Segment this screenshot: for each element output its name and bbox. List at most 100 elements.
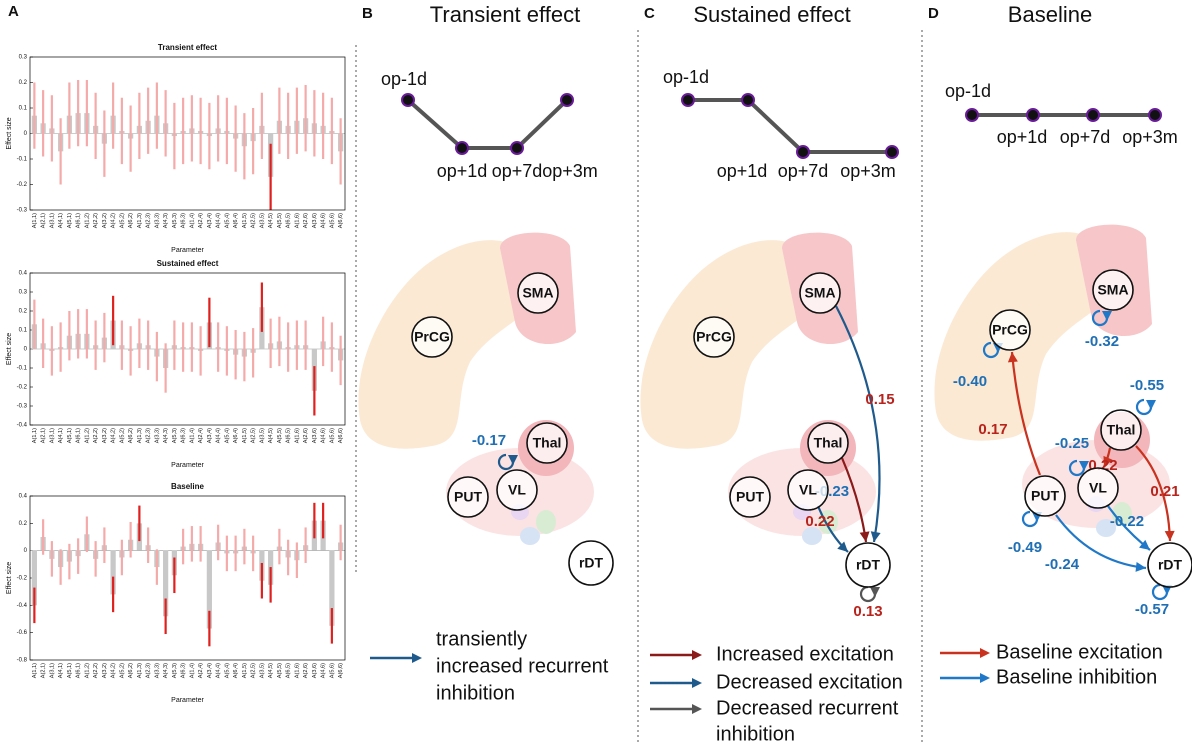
region-label: rDT <box>579 555 604 571</box>
region-label: Thal <box>814 435 843 451</box>
timepoint-label: op+3m <box>1122 127 1178 147</box>
x-tick-label: A(2,1) <box>41 663 47 678</box>
y-tick-label: 0.3 <box>19 290 28 296</box>
x-tick-label: A(1,1) <box>32 663 38 678</box>
x-tick-label: A(4,2) <box>111 663 117 678</box>
x-tick-label: A(4,6) <box>321 428 327 443</box>
x-tick-label: A(1,4) <box>189 213 195 228</box>
x-tick-label: A(6,6) <box>338 213 344 228</box>
timepoint <box>455 141 469 155</box>
x-tick-label: A(1,4) <box>189 428 195 443</box>
x-tick-label: A(3,2) <box>102 428 108 443</box>
x-axis-label: Parameter <box>171 462 204 469</box>
x-tick-label: A(5,6) <box>329 428 335 443</box>
x-tick-label: A(5,4) <box>224 663 230 678</box>
x-tick-label: A(5,1) <box>67 213 73 228</box>
self-loop <box>1135 398 1153 416</box>
x-tick-label: A(3,5) <box>259 663 265 678</box>
self-loop <box>1091 309 1109 327</box>
region-label: PrCG <box>414 329 450 345</box>
x-tick-label: A(4,3) <box>163 428 169 443</box>
connection-label: -0.17 <box>472 432 506 449</box>
region-node <box>1100 409 1142 451</box>
x-tick-label: A(4,1) <box>58 663 64 678</box>
timepoint-label: op+1d <box>997 127 1048 147</box>
connection-label: 0.17 <box>978 421 1007 438</box>
x-tick-label: A(5,1) <box>67 428 73 443</box>
bar <box>110 550 116 595</box>
timepoint-label: op+3m <box>542 161 598 181</box>
region-label: rDT <box>1158 557 1183 573</box>
region-label: Thal <box>1107 422 1136 438</box>
region-node <box>526 422 568 464</box>
plot-frame <box>29 495 346 661</box>
timepoint <box>796 145 810 159</box>
x-tick-label: A(6,5) <box>286 213 292 228</box>
arrowhead <box>1079 461 1089 471</box>
arrowhead <box>1146 400 1156 410</box>
x-tick-label: A(2,1) <box>41 213 47 228</box>
connection-label: -0.25 <box>1055 435 1089 452</box>
panel-letter: B <box>362 5 373 22</box>
arrowhead <box>1007 352 1018 363</box>
x-tick-label: A(4,3) <box>163 213 169 228</box>
region-label: SMA <box>1097 282 1128 298</box>
legend-label: Decreased recurrent <box>716 697 899 719</box>
y-tick-label: 0 <box>24 548 28 554</box>
x-tick-label: A(6,6) <box>338 663 344 678</box>
x-tick-label: A(4,6) <box>321 213 327 228</box>
panel-letter: D <box>928 5 939 22</box>
y-tick-label: -0.2 <box>17 182 28 188</box>
arrowhead <box>1135 561 1146 572</box>
legend-label: Decreased excitation <box>716 671 903 693</box>
x-tick-label: A(3,2) <box>102 663 108 678</box>
panel-title: Sustained effect <box>693 2 850 27</box>
x-tick-label: A(6,1) <box>76 213 82 228</box>
x-tick-label: A(3,6) <box>312 663 318 678</box>
legend-label: Baseline excitation <box>996 641 1163 663</box>
y-tick-label: 0.2 <box>19 521 28 527</box>
x-tick-label: A(4,4) <box>216 213 222 228</box>
y-tick-label: -0.1 <box>17 366 28 372</box>
y-tick-label: 0.3 <box>19 55 28 61</box>
timepoint-label: op-1d <box>381 69 427 89</box>
self-loop <box>1068 459 1086 477</box>
timepoint-label: op+1d <box>717 161 768 181</box>
x-tick-label: A(4,1) <box>58 213 64 228</box>
x-tick-label: A(5,6) <box>329 213 335 228</box>
connection <box>835 305 881 543</box>
region-label: PUT <box>454 489 482 505</box>
region-node <box>447 476 489 518</box>
legend-arrowhead <box>980 673 990 683</box>
region-node <box>799 272 841 314</box>
x-tick-label: A(4,2) <box>111 428 117 443</box>
x-tick-label: A(2,6) <box>303 663 309 678</box>
bar <box>31 550 37 606</box>
x-tick-label: A(2,3) <box>146 213 152 228</box>
x-tick-label: A(3,3) <box>154 428 160 443</box>
bar <box>329 550 335 626</box>
x-tick-label: A(5,2) <box>119 428 125 443</box>
y-tick-label: -0.8 <box>17 658 28 664</box>
y-tick-label: 0.2 <box>19 80 28 86</box>
y-axis-label: Effect size <box>6 562 13 594</box>
y-tick-label: 0.1 <box>19 106 28 112</box>
x-tick-label: A(3,6) <box>312 428 318 443</box>
arrowhead <box>870 531 881 542</box>
x-tick-label: A(5,1) <box>67 663 73 678</box>
legend-label: Increased excitation <box>716 643 894 665</box>
timepoint-label: op+7d <box>1060 127 1111 147</box>
legend-arrowhead <box>412 653 422 663</box>
timepoint-label: op+1d <box>437 161 488 181</box>
panel-title: Baseline <box>1008 2 1092 27</box>
arrowhead <box>1102 311 1112 321</box>
y-tick-label: 0.4 <box>19 271 28 277</box>
region-node <box>568 540 614 586</box>
timepoint-label: op-1d <box>945 81 991 101</box>
x-tick-label: A(5,5) <box>277 663 283 678</box>
timepoint <box>1148 108 1162 122</box>
connection <box>1055 514 1147 570</box>
arrowhead <box>1103 455 1113 467</box>
plot-frame <box>29 272 346 426</box>
timepoint-label: op-1d <box>663 67 709 87</box>
